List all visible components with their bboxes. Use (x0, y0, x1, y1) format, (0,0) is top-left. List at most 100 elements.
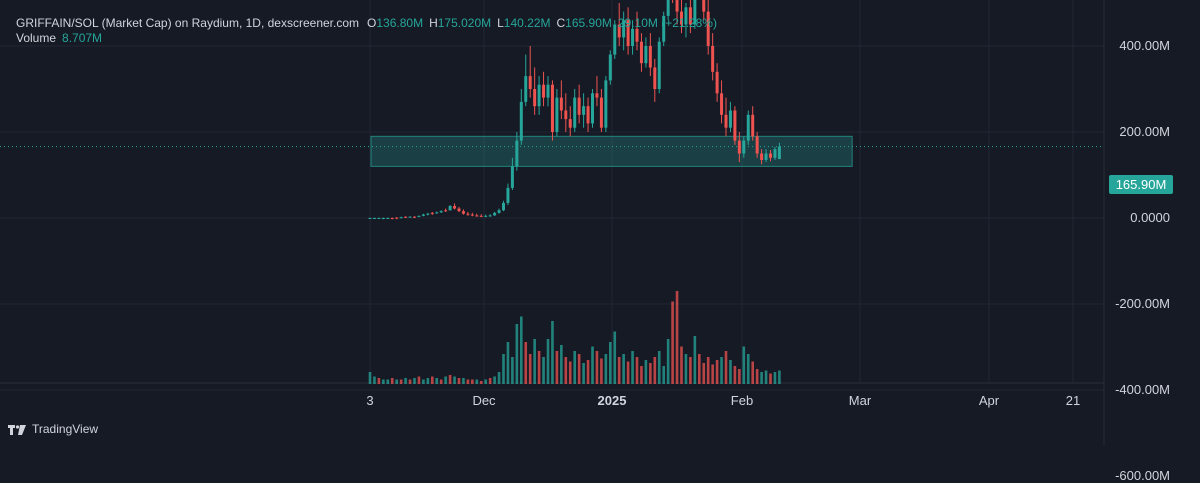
volume-bar (564, 357, 568, 384)
candle-body (613, 24, 617, 55)
candle-body (586, 106, 590, 124)
candle-body (720, 93, 724, 115)
volume-bar (475, 379, 479, 384)
volume-bar (706, 357, 710, 384)
candle-body (724, 114, 728, 128)
candle-body (582, 106, 586, 115)
volume-bar (506, 342, 510, 384)
volume-bar (479, 381, 483, 384)
change-value: 29.10M (+21.28%) (617, 16, 717, 30)
low-label: L (497, 16, 504, 30)
volume-bar (511, 357, 514, 384)
volume-bar (595, 351, 599, 384)
volume-bar (680, 346, 683, 384)
x-tick-label: Dec (472, 393, 496, 408)
volume-bar (622, 354, 625, 384)
volume-bar (698, 354, 701, 384)
candle-body (706, 11, 710, 47)
volume-bar (524, 342, 528, 384)
volume-bar (600, 358, 603, 384)
volume-bar (466, 379, 470, 384)
candle-body (631, 28, 635, 46)
candle-body (457, 208, 461, 212)
open-value: 136.80M (376, 16, 424, 30)
volume-label: Volume (16, 31, 57, 45)
candle-body (426, 213, 430, 215)
volume-bar (493, 376, 496, 384)
volume-bar (586, 360, 590, 384)
y-tick-label: 200.00M (1119, 124, 1170, 139)
volume-bar (537, 351, 541, 384)
volume-bar (444, 376, 447, 384)
tradingview-logo-icon (8, 424, 26, 435)
candle-body (773, 149, 777, 158)
candle-body (591, 93, 594, 124)
volume-bar (431, 376, 434, 384)
volume-bar (422, 379, 425, 384)
candle-body (564, 110, 568, 120)
candle-body (493, 212, 497, 216)
candle-body (519, 101, 523, 141)
x-tick-label: Feb (730, 393, 754, 408)
volume-bar (715, 360, 719, 384)
volume-bar (577, 354, 581, 384)
volume-bar (760, 372, 763, 384)
volume-bar (662, 366, 665, 384)
candle-body (635, 28, 639, 42)
candle-body (751, 114, 755, 137)
volume-bar (751, 361, 754, 384)
candle-body (653, 67, 657, 89)
candle-body (559, 97, 563, 111)
candle-body (470, 214, 474, 216)
tradingview-brand[interactable]: TradingView (8, 422, 98, 436)
volume-bar (377, 378, 381, 384)
candle-body (742, 140, 746, 154)
volume-bar (684, 354, 688, 384)
candle-body (466, 213, 470, 215)
volume-bar (644, 360, 648, 384)
candle-body (399, 217, 403, 219)
volume-bar (666, 339, 670, 384)
candle-body (497, 210, 501, 213)
candle-body (395, 217, 399, 219)
volume-bar (635, 357, 639, 384)
candle-body (550, 84, 554, 132)
volume-bar (533, 339, 536, 384)
volume-bar (755, 369, 759, 384)
y-tick-label: -200.00M (1115, 296, 1170, 311)
candle-body (390, 218, 394, 219)
candle-body (542, 84, 546, 98)
volume-bar (675, 291, 679, 384)
candle-body (475, 215, 479, 217)
volume-bar (649, 363, 652, 384)
y-tick-label: 0.0000 (1130, 210, 1170, 225)
high-value: 175.020M (437, 16, 492, 30)
volume-bar (502, 354, 505, 384)
candle-body (510, 166, 514, 188)
close-label: C (556, 16, 566, 30)
volume-bar (453, 376, 456, 384)
volume-bar (373, 376, 376, 384)
candle-body (546, 84, 550, 98)
y-tick-label: -400.00M (1115, 382, 1170, 397)
volume-row: Volume 8.707M (16, 31, 723, 46)
volume-bar (484, 379, 487, 384)
candle-body (604, 80, 608, 128)
volume-bar (657, 351, 661, 384)
candle-body (644, 46, 648, 64)
volume-bar (399, 379, 403, 384)
candle-body (595, 93, 599, 98)
volume-bar (764, 370, 768, 384)
y-tick-label: -600.00M (1115, 468, 1170, 483)
candle-body (617, 24, 621, 38)
volume-bar (613, 331, 617, 384)
y-tick-label: 400.00M (1119, 38, 1170, 53)
candle-body (448, 205, 452, 211)
chart-legend: GRIFFAIN/SOL (Market Cap) on Raydium, 1D… (16, 16, 723, 46)
candle-body (684, 7, 688, 25)
x-tick-label: Apr (978, 393, 1000, 408)
volume-bar (702, 363, 706, 384)
candle-body (372, 218, 376, 219)
